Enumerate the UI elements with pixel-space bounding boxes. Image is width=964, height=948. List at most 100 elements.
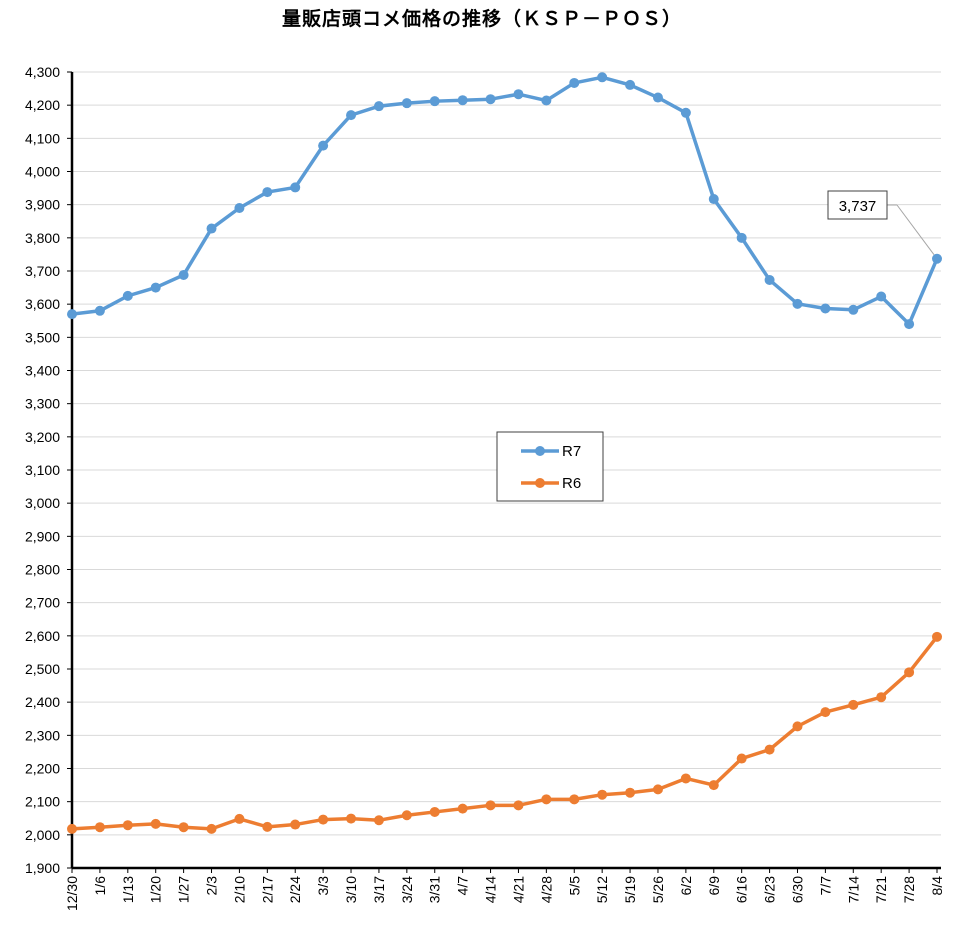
x-tick-label: 3/24 xyxy=(399,876,415,903)
data-point-R7 xyxy=(346,110,357,121)
x-tick-label: 6/9 xyxy=(706,876,722,896)
data-point-R6 xyxy=(67,823,77,834)
data-point-R6 xyxy=(178,822,189,833)
data-point-R6 xyxy=(541,794,552,805)
x-tick-label: 5/19 xyxy=(622,876,638,903)
x-tick-label: 7/7 xyxy=(817,876,833,896)
data-point-R6 xyxy=(848,699,859,710)
data-point-R6 xyxy=(429,806,440,817)
y-tick-label: 3,700 xyxy=(25,263,60,279)
y-tick-label: 1,900 xyxy=(25,860,60,876)
data-point-R6 xyxy=(569,794,580,805)
x-tick-label: 2/10 xyxy=(231,876,247,903)
data-point-R7 xyxy=(652,92,663,103)
data-point-R6 xyxy=(764,744,775,755)
y-tick-label: 2,600 xyxy=(25,628,60,644)
data-point-R7 xyxy=(206,223,217,234)
data-point-R6 xyxy=(262,821,273,832)
data-point-R6 xyxy=(373,815,384,826)
data-point-R7 xyxy=(569,77,580,88)
x-tick-label: 1/20 xyxy=(148,876,164,903)
x-tick-label: 6/23 xyxy=(762,876,778,903)
data-point-R7 xyxy=(820,303,831,314)
x-tick-label: 1/27 xyxy=(176,876,192,903)
data-point-R7 xyxy=(597,72,608,83)
y-tick-label: 3,400 xyxy=(25,363,60,379)
x-tick-label: 4/28 xyxy=(538,876,554,903)
data-point-R7 xyxy=(373,101,384,112)
x-tick-label: 3/31 xyxy=(427,876,443,903)
x-tick-label: 3/17 xyxy=(371,876,387,903)
chart-title: 量販店頭コメ価格の推移（ＫＳＰ－ＰＯＳ） xyxy=(281,8,682,30)
y-tick-labels: 1,900 2,000 2,100 2,200 2,300 2,400 2,500 2,600… xyxy=(25,64,60,876)
x-tick-label: 7/14 xyxy=(845,876,861,903)
callout-leader xyxy=(896,204,935,256)
x-tick-label: 5/5 xyxy=(566,876,582,896)
y-tick-label: 3,000 xyxy=(25,495,60,511)
x-tick-label: 6/30 xyxy=(789,876,805,903)
x-tick-label: 8/4 xyxy=(929,876,945,896)
legend-label: R7 xyxy=(562,443,581,460)
x-tick-label: 3/3 xyxy=(315,876,331,896)
data-point-R7 xyxy=(262,187,273,198)
data-point-R7 xyxy=(318,140,329,151)
data-point-R7 xyxy=(541,95,552,106)
y-tick-label: 3,800 xyxy=(25,230,60,246)
data-callouts: 3,737 xyxy=(827,190,935,256)
data-point-R7 xyxy=(150,282,161,293)
data-point-R6 xyxy=(290,819,301,830)
y-tick-label: 3,900 xyxy=(25,197,60,213)
data-point-R6 xyxy=(708,780,719,791)
x-tick-label: 12/30 xyxy=(64,876,80,911)
x-tick-label: 2/17 xyxy=(259,876,275,903)
data-point-R6 xyxy=(597,789,608,800)
data-point-R6 xyxy=(94,822,105,833)
data-point-R6 xyxy=(346,813,357,824)
x-tick-label: 6/16 xyxy=(734,876,750,903)
data-point-R6 xyxy=(876,692,887,703)
x-tick-label: 4/7 xyxy=(455,876,471,896)
data-point-R7 xyxy=(876,291,887,302)
data-point-R7 xyxy=(904,319,915,330)
data-point-R7 xyxy=(67,309,77,320)
data-point-R6 xyxy=(932,631,942,642)
x-tick-label: 4/14 xyxy=(483,876,499,903)
data-point-R6 xyxy=(234,813,245,824)
series-line-R6 xyxy=(71,635,939,831)
x-tick-label: 2/24 xyxy=(287,876,303,903)
data-point-R6 xyxy=(206,823,217,834)
y-tick-label: 4,200 xyxy=(25,97,60,113)
data-point-R6 xyxy=(485,800,496,811)
data-point-R6 xyxy=(904,667,915,678)
y-tick-label: 2,700 xyxy=(25,595,60,611)
y-tick-label: 2,800 xyxy=(25,562,60,578)
y-tick-label: 3,300 xyxy=(25,396,60,412)
data-point-R6 xyxy=(150,818,161,829)
data-point-R7 xyxy=(932,253,942,264)
axes xyxy=(67,71,941,873)
data-point-R7 xyxy=(708,194,719,205)
data-point-R6 xyxy=(513,800,524,811)
y-tick-label: 4,000 xyxy=(25,164,60,180)
data-point-R7 xyxy=(290,182,301,193)
data-point-R7 xyxy=(848,304,859,315)
legend: R7 R6 xyxy=(496,431,604,502)
y-tick-label: 2,900 xyxy=(25,528,60,544)
y-tick-label: 4,300 xyxy=(25,64,60,80)
legend-box xyxy=(496,431,604,502)
y-tick-label: 2,400 xyxy=(25,694,60,710)
data-label: 3,737 xyxy=(839,198,877,215)
data-point-R7 xyxy=(736,232,747,243)
data-point-R6 xyxy=(736,753,747,764)
data-point-R6 xyxy=(625,787,636,798)
legend-swatch-marker xyxy=(535,478,545,488)
x-tick-label: 6/2 xyxy=(678,876,694,896)
data-point-R7 xyxy=(234,202,245,213)
y-tick-label: 2,500 xyxy=(25,661,60,677)
data-point-R7 xyxy=(485,94,496,105)
y-tick-label: 3,600 xyxy=(25,296,60,312)
x-tick-label: 2/3 xyxy=(204,876,220,896)
series-line-R7 xyxy=(71,75,939,326)
